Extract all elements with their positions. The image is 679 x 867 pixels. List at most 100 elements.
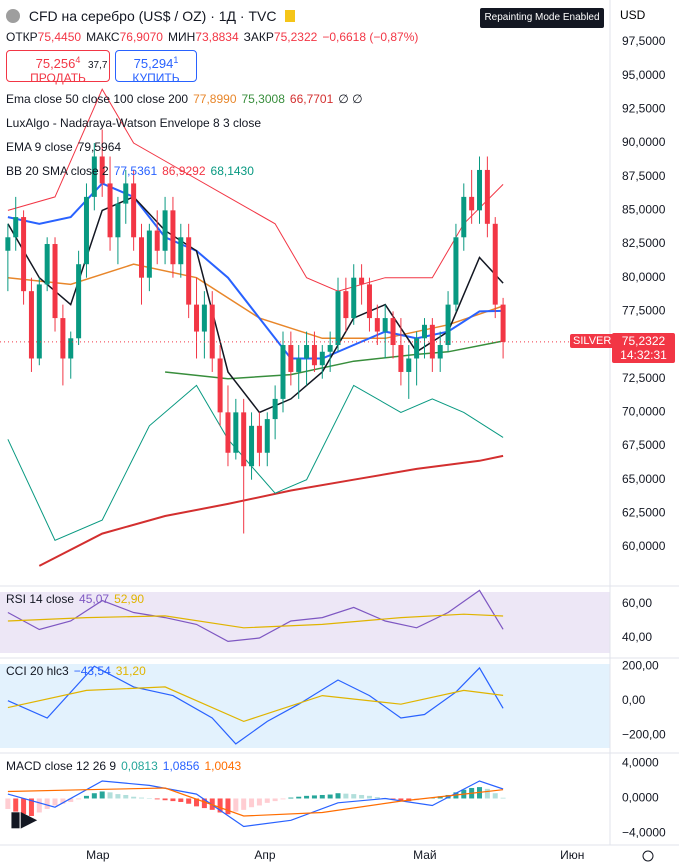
candle-body (217, 358, 223, 413)
candle-body (421, 324, 427, 339)
legend-title: LuxAlgo - Nadaraya-Watson Envelope 8 3 c… (6, 116, 262, 130)
indicator-value: 1,0043 (204, 759, 242, 773)
indicator-legend: RSI 14 close 45,07 52,90 (6, 592, 149, 606)
y-tick-label: 85,0000 (622, 203, 666, 217)
macd-histogram-bar (99, 791, 105, 799)
macd-histogram-bar (217, 798, 223, 813)
y-tick-label: 97,5000 (622, 34, 666, 48)
y-tick-label: 40,00 (622, 630, 652, 644)
candle-body (21, 217, 27, 292)
macd-histogram-bar (225, 798, 231, 815)
candle-body (123, 183, 129, 204)
candle-body (319, 351, 325, 366)
y-tick-label: 65,0000 (622, 472, 666, 486)
macd-histogram-bar (233, 798, 239, 812)
macd-histogram-bar (335, 793, 341, 799)
ohlc-label: МИН (167, 30, 196, 44)
x-tick-label: Мар (86, 848, 110, 862)
indicator-line (7, 780, 504, 828)
legend-value: 66,7701 (289, 92, 334, 106)
tv-logo: ▮▶ (10, 808, 38, 830)
legend-value: 77,8990 (193, 92, 237, 106)
repainting-badge: Repainting Mode Enabled (480, 8, 604, 28)
currency-menu[interactable]: USD (620, 8, 646, 22)
legend-title: Ema close 50 close 100 close 200 (6, 92, 189, 106)
macd-histogram-bar (492, 793, 498, 799)
macd-histogram-bar (21, 798, 27, 815)
candle-body (36, 284, 42, 359)
candle-body (414, 338, 420, 359)
candle-body (256, 425, 262, 453)
macd-histogram-bar (288, 797, 294, 799)
candle-body (335, 291, 341, 346)
y-tick-label: 70,0000 (622, 405, 666, 419)
candle-body (461, 196, 467, 238)
ohlc-row: ОТКР75,4450 МАКС76,9070 МИН73,8834 ЗАКР75,2… (6, 30, 423, 44)
macd-histogram-bar (249, 798, 255, 808)
macd-histogram-bar (390, 798, 396, 800)
macd-histogram-bar (374, 797, 380, 799)
candle-body (154, 230, 160, 251)
macd-histogram-bar (264, 798, 270, 803)
indicator-title: MACD close 12 26 9 (6, 759, 117, 773)
candle-body (241, 412, 247, 467)
macd-histogram-bar (13, 798, 19, 812)
macd-histogram-bar (194, 798, 200, 807)
ohlc-value: 76,9070 (119, 30, 163, 44)
flag-icon[interactable] (285, 10, 296, 22)
indicator-value: 31,20 (115, 664, 146, 678)
legend-title: BB 20 SMA close 2 (6, 164, 109, 178)
candle-body (327, 345, 333, 352)
indicator-legend: MACD close 12 26 9 0,0813 1,0856 1,0043 (6, 759, 246, 773)
sell-price-sup: 4 (75, 55, 81, 65)
candle-body (52, 244, 58, 319)
candle-body (272, 398, 278, 420)
candle-body (288, 345, 294, 372)
candle-body (296, 358, 302, 372)
sell-price: 75,256 (35, 56, 76, 71)
candle-body (13, 217, 19, 238)
candle-body (28, 291, 34, 359)
indicator-line (7, 787, 504, 817)
price-change: −0,6618 (−0,87%) (322, 30, 419, 44)
candle-body (44, 244, 50, 285)
candle-body (477, 169, 483, 211)
candle-body (146, 230, 152, 278)
symbol-title[interactable]: CFD на серебро (US$ / OZ) · 1Д · TVC (28, 8, 277, 24)
header-title-row: CFD на серебро (US$ / OZ) · 1Д · TVC (6, 8, 300, 24)
buy-button[interactable]: 75,2941 КУПИТЬ (115, 50, 197, 85)
macd-histogram-bar (304, 795, 310, 799)
indicator-title: CCI 20 hlc3 (6, 664, 69, 678)
y-tick-label: −200,00 (622, 727, 666, 741)
ohlc-value: 75,4450 (37, 30, 82, 44)
y-tick-label: 72,5000 (622, 371, 666, 385)
indicator-line (38, 454, 504, 567)
candle-body (162, 210, 168, 251)
y-tick-label: 82,5000 (622, 236, 666, 250)
y-tick-label: 0,0000 (622, 791, 659, 805)
indicator-line (7, 88, 504, 292)
macd-histogram-bar (162, 798, 168, 801)
sell-button[interactable]: 75,2564 ПРОДАТЬ (6, 50, 110, 85)
legend-row: LuxAlgo - Nadaraya-Watson Envelope 8 3 c… (6, 116, 266, 130)
indicator-line (7, 384, 504, 541)
candle-body (351, 277, 357, 319)
macd-histogram-bar (123, 794, 129, 799)
y-tick-label: 0,00 (622, 693, 646, 707)
macd-histogram-bar (359, 794, 365, 799)
macd-histogram-bar (327, 794, 333, 799)
indicator-line (7, 182, 504, 360)
candle-body (91, 156, 97, 197)
x-tick-label: Май (413, 848, 437, 862)
candle-body (170, 210, 176, 265)
sell-label: ПРОДАТЬ (30, 71, 86, 85)
y-tick-label: 60,0000 (622, 539, 666, 553)
macd-histogram-bar (272, 798, 278, 802)
legend-value: 79,5964 (77, 140, 122, 154)
x-tick-label: Апр (254, 848, 276, 862)
candle-body (115, 203, 121, 238)
macd-histogram-bar (241, 798, 247, 810)
macd-histogram-bar (68, 798, 74, 802)
candle-body (76, 264, 82, 339)
